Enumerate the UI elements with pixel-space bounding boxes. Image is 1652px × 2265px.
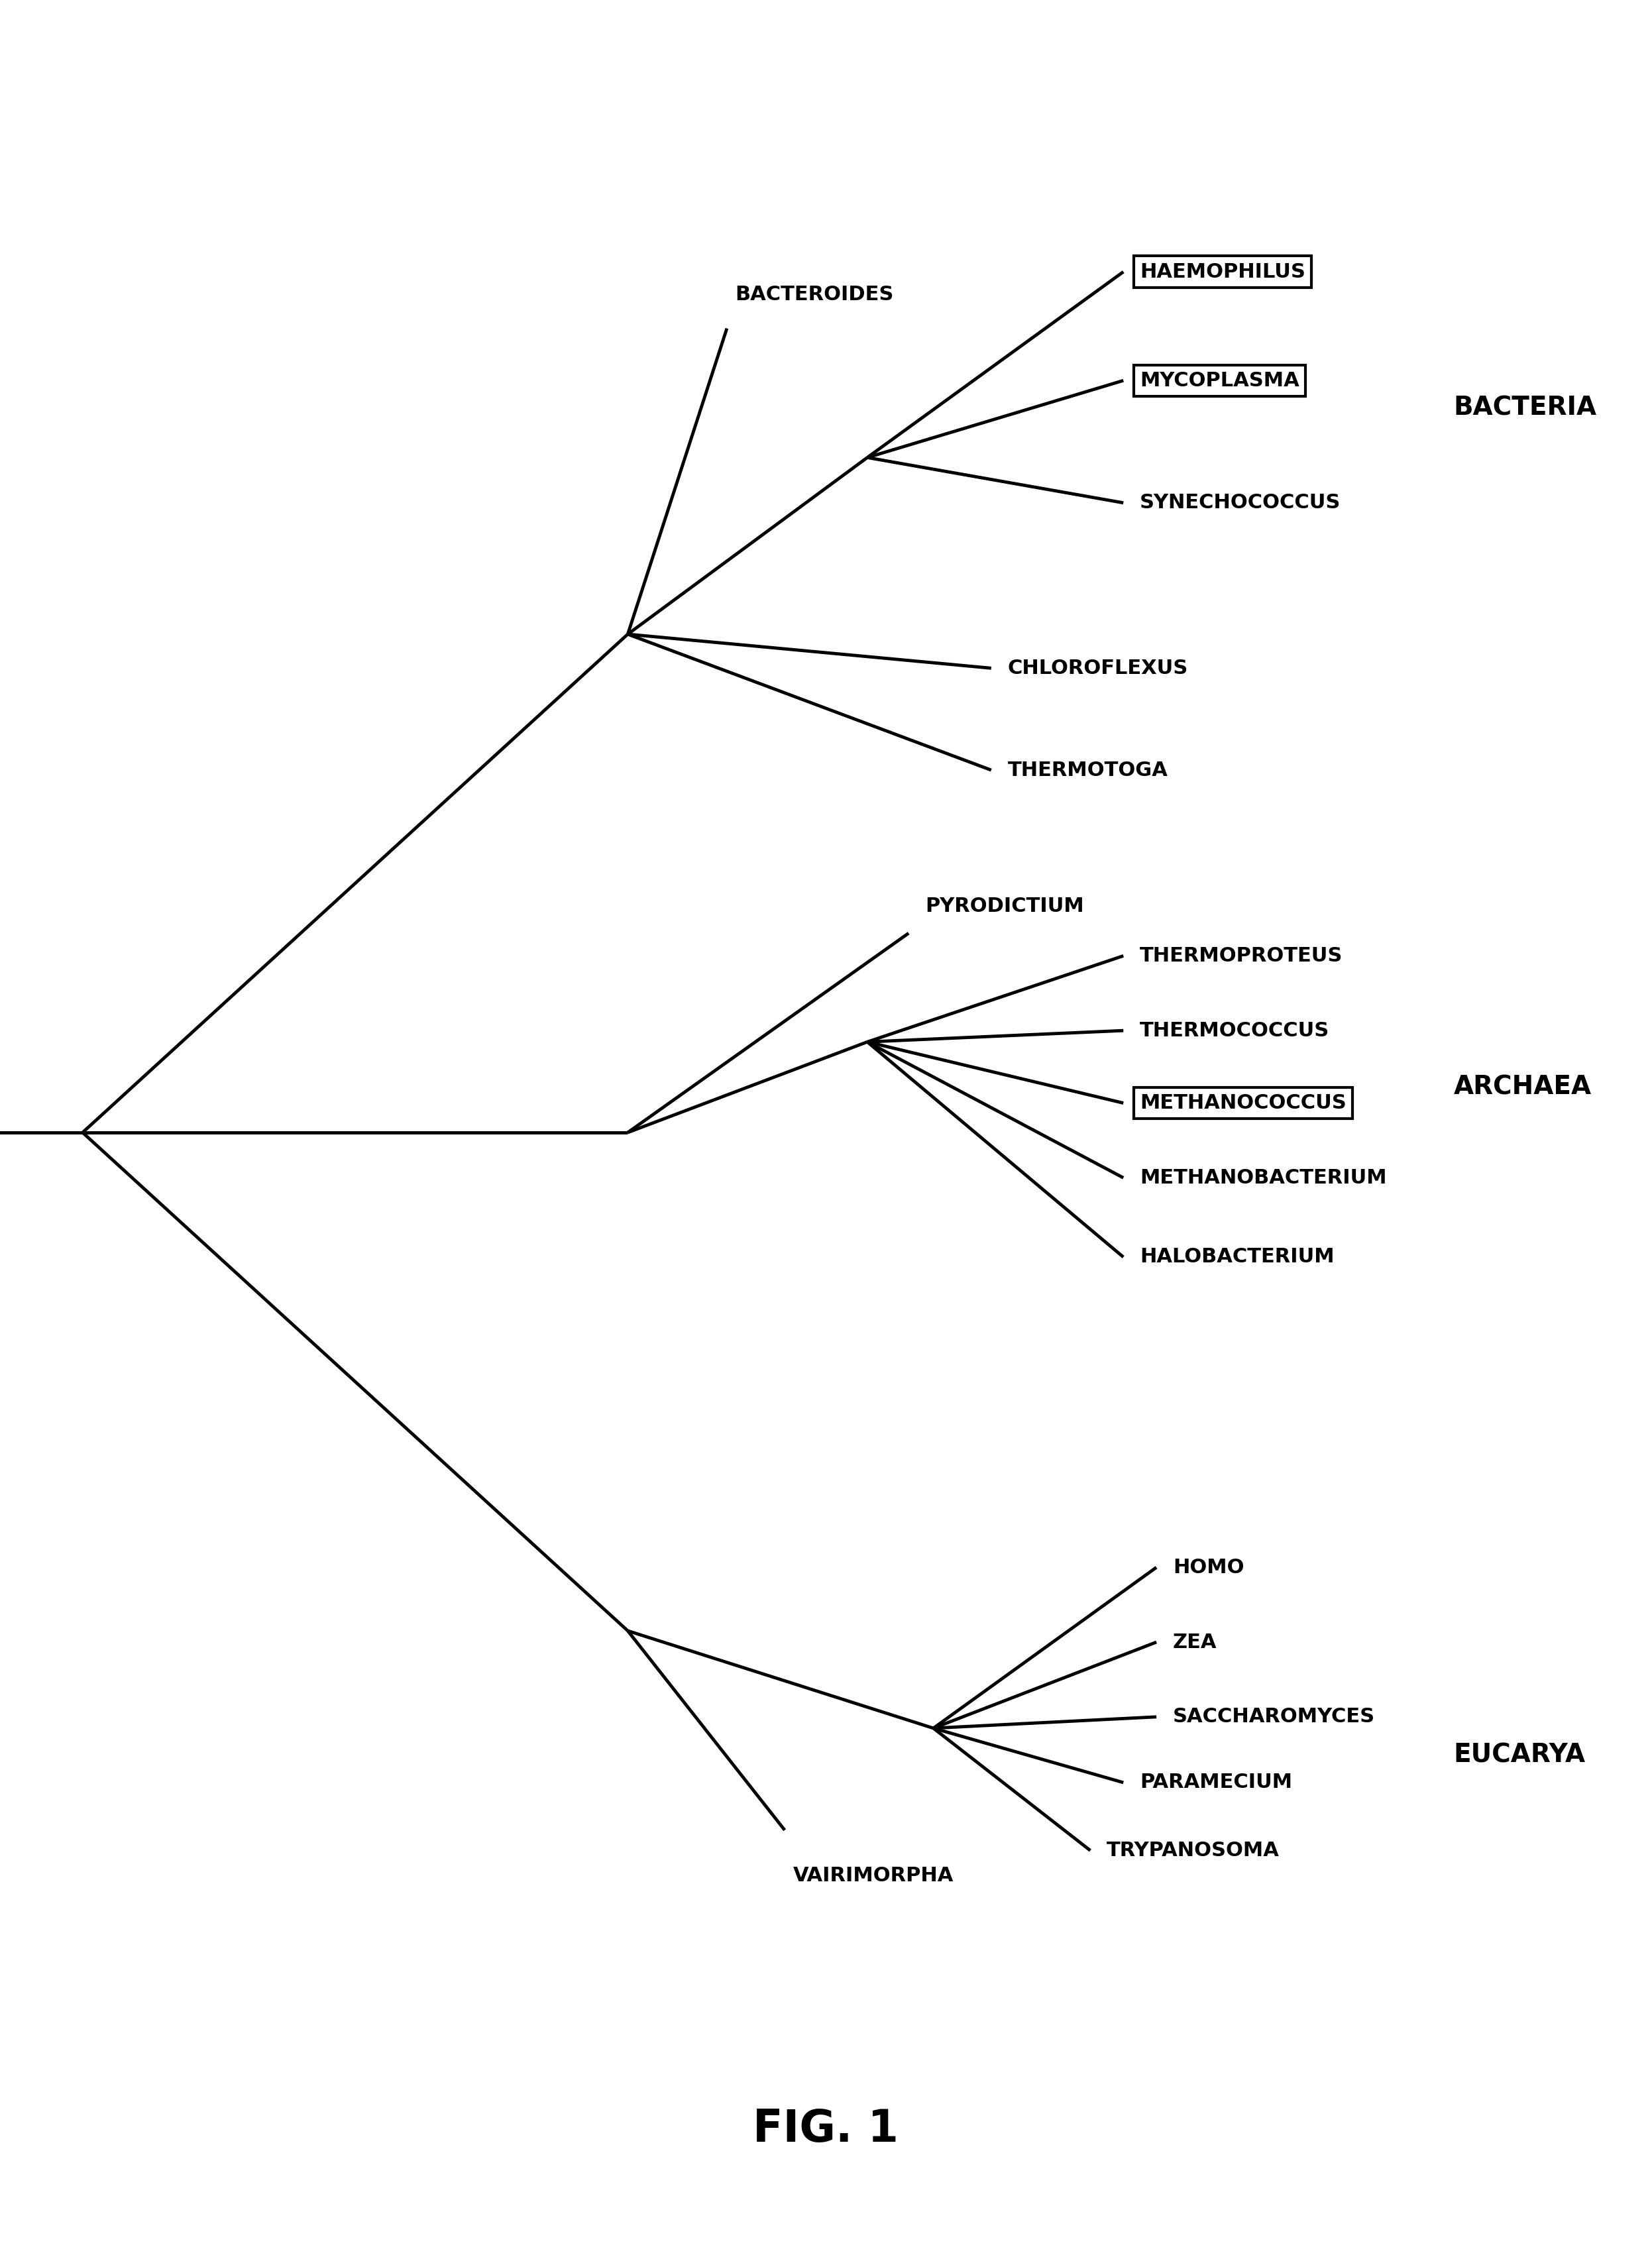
Text: EUCARYA: EUCARYA	[1454, 1742, 1586, 1769]
Text: ZEA: ZEA	[1173, 1633, 1218, 1651]
Text: THERMOTOGA: THERMOTOGA	[1008, 761, 1168, 779]
Text: HAEMOPHILUS: HAEMOPHILUS	[1140, 263, 1305, 281]
Text: SACCHAROMYCES: SACCHAROMYCES	[1173, 1708, 1374, 1726]
Text: VAIRIMORPHA: VAIRIMORPHA	[793, 1866, 953, 1884]
Text: PARAMECIUM: PARAMECIUM	[1140, 1773, 1292, 1792]
Text: FIG. 1: FIG. 1	[753, 2106, 899, 2152]
Text: MYCOPLASMA: MYCOPLASMA	[1140, 371, 1300, 390]
Text: MYCOPLASMA: MYCOPLASMA	[1140, 371, 1300, 390]
Text: HAEMOPHILUS: HAEMOPHILUS	[1140, 263, 1305, 281]
Text: SYNECHOCOCCUS: SYNECHOCOCCUS	[1140, 494, 1341, 512]
Text: THERMOCOCCUS: THERMOCOCCUS	[1140, 1022, 1330, 1040]
Text: HALOBACTERIUM: HALOBACTERIUM	[1140, 1248, 1335, 1266]
Text: METHANOBACTERIUM: METHANOBACTERIUM	[1140, 1169, 1386, 1187]
Text: CHLOROFLEXUS: CHLOROFLEXUS	[1008, 659, 1188, 677]
Text: BACTERIA: BACTERIA	[1454, 394, 1597, 421]
Text: PYRODICTIUM: PYRODICTIUM	[925, 897, 1084, 915]
Text: METHANOCOCCUS: METHANOCOCCUS	[1140, 1094, 1346, 1112]
Text: THERMOPROTEUS: THERMOPROTEUS	[1140, 947, 1343, 965]
Text: BACTEROIDES: BACTEROIDES	[735, 285, 894, 304]
Text: TRYPANOSOMA: TRYPANOSOMA	[1107, 1841, 1280, 1860]
Text: ARCHAEA: ARCHAEA	[1454, 1074, 1591, 1101]
Text: HOMO: HOMO	[1173, 1558, 1244, 1576]
